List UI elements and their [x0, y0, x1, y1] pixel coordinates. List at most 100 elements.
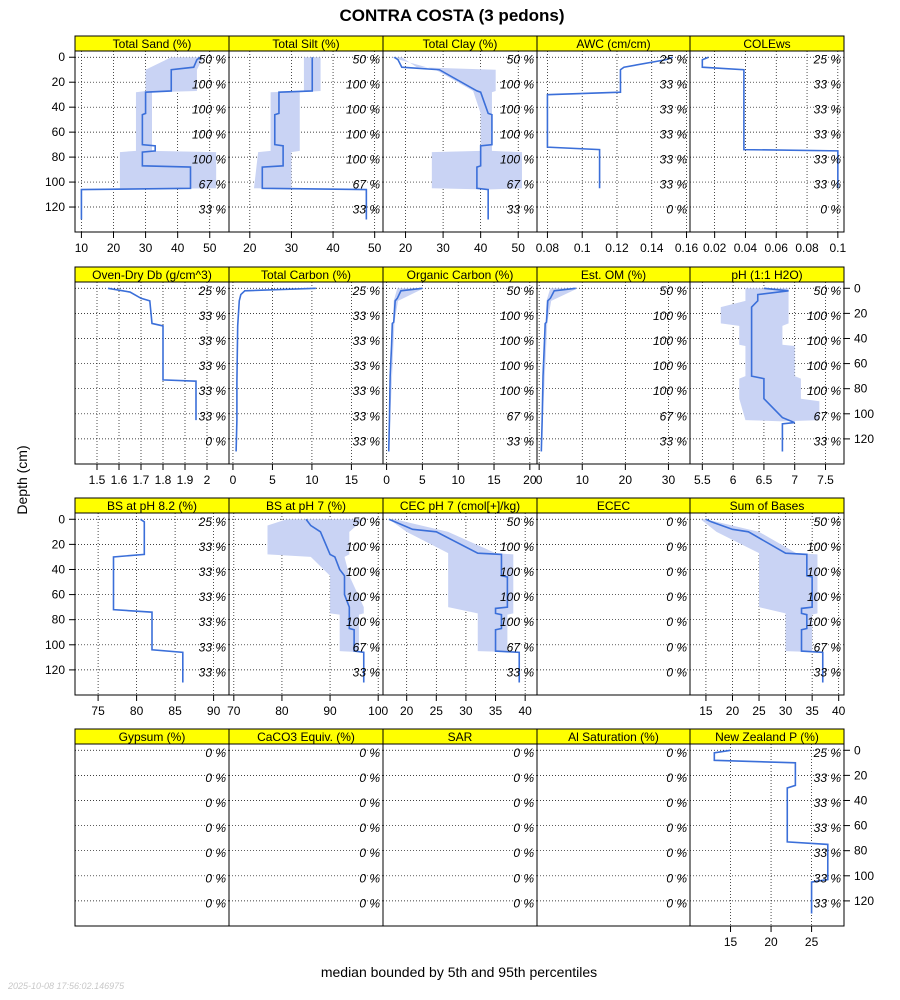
pct-label: 100 % — [500, 103, 534, 117]
x-tick-label: 10 — [452, 473, 466, 487]
panel-0: Total Sand (%) 50 % 100 % 100 % 100 % 100 % 67… — [74, 35, 230, 255]
x-tick-label: 20 — [399, 241, 413, 255]
y-tick-label: 120 — [854, 894, 874, 908]
timestamp: 2025-10-08 17:56:02.146975 — [7, 981, 125, 991]
y-tick-label: 80 — [52, 150, 66, 164]
pct-label: 67 % — [814, 640, 842, 654]
x-tick-label: 0.16 — [675, 241, 699, 255]
median-line — [713, 749, 829, 914]
x-tick-label: 25 — [805, 935, 819, 949]
panel-strip-label: pH (1:1 H2O) — [731, 268, 802, 282]
pct-label: 33 % — [353, 384, 381, 398]
pct-label: 0 % — [359, 871, 380, 885]
pct-label: 50 % — [507, 515, 535, 529]
pct-label: 33 % — [814, 103, 842, 117]
median-line — [701, 56, 839, 189]
panel-grid-lines — [690, 51, 844, 232]
panel-18: Al Saturation (%) 0 % 0 % 0 % 0 % 0 % 0 % 0 % — [536, 728, 691, 927]
x-tick-label: 0.1 — [574, 241, 591, 255]
pct-label: 67 % — [507, 409, 535, 423]
x-tick-label: 80 — [275, 704, 289, 718]
x-tick-label: 20 — [523, 473, 537, 487]
pct-label: 100 % — [192, 103, 226, 117]
pct-label: 0 % — [666, 615, 687, 629]
pct-label: 50 % — [814, 284, 842, 298]
pct-label: 100 % — [807, 615, 841, 629]
x-tick-label: 0 — [230, 473, 237, 487]
panel-grid-lines — [537, 282, 690, 464]
y-tick-label: 80 — [854, 382, 868, 396]
panel-strip-label: Total Clay (%) — [423, 37, 498, 51]
x-tick-label: 1.7 — [133, 473, 150, 487]
pct-label: 100 % — [346, 565, 380, 579]
pct-label: 100 % — [192, 78, 226, 92]
pct-label: 0 % — [205, 434, 226, 448]
x-tick-label: 15 — [345, 473, 359, 487]
pct-label: 0 % — [666, 540, 687, 554]
x-tick-label: 75 — [91, 704, 105, 718]
pct-label: 50 % — [199, 53, 227, 67]
pct-label: 33 % — [353, 409, 381, 423]
x-tick-label: 90 — [323, 704, 337, 718]
pct-label: 25 % — [813, 746, 842, 760]
panel-strip-label: Oven-Dry Db (g/cm^3) — [92, 268, 212, 282]
pct-label: 100 % — [500, 153, 534, 167]
pct-label: 50 % — [507, 53, 535, 67]
pct-label: 33 % — [353, 334, 381, 348]
panel-11: BS at pH 7 (%) 50 % 100 % 100 % 100 % 100 % 67… — [227, 497, 389, 718]
panel-9: pH (1:1 H2O) 50 % 100 % 100 % 100 % 100 % 67 %… — [689, 266, 845, 487]
x-tick-label: 7 — [791, 473, 798, 487]
panel-13: ECEC 0 % 0 % 0 % 0 % 0 % 0 % 0 % — [536, 497, 691, 696]
panel-grid-lines — [229, 282, 383, 464]
pct-label: 67 % — [353, 178, 381, 192]
pct-label: 100 % — [192, 153, 226, 167]
panel-strip-label: BS at pH 8.2 (%) — [107, 499, 197, 513]
panel-strip-label: Sum of Bases — [730, 499, 805, 513]
pct-label: 33 % — [199, 565, 227, 579]
x-tick-label: 20 — [726, 704, 740, 718]
pct-label: 0 % — [359, 796, 380, 810]
x-axis-label: median bounded by 5th and 95th percentil… — [321, 964, 597, 980]
panel-5: Oven-Dry Db (g/cm^3) 25 % 33 % 33 % 33 % 33 %… — [74, 266, 230, 487]
x-tick-label: 25 — [430, 704, 444, 718]
y-tick-label: 40 — [52, 100, 66, 114]
pct-label: 0 % — [666, 846, 687, 860]
pct-label: 100 % — [807, 309, 841, 323]
y-tick-label: 0 — [58, 512, 65, 526]
panel-grid: Total Sand (%)50 %100 %100 %100 %100 %67… — [45, 35, 874, 949]
y-tick-label: 40 — [854, 793, 868, 807]
pct-label: 33 % — [814, 871, 842, 885]
panel-strip-label: Est. OM (%) — [581, 268, 646, 282]
panel-frame — [689, 281, 845, 465]
pct-label: 33 % — [199, 640, 227, 654]
panel-strip-label: CEC pH 7 (cmol[+]/kg) — [400, 499, 520, 513]
pct-label: 100 % — [807, 359, 841, 373]
pct-label: 50 % — [814, 515, 842, 529]
pct-label: 0 % — [666, 565, 687, 579]
panel-strip-label: ECEC — [597, 499, 631, 513]
pct-label: 0 % — [820, 203, 841, 217]
pct-label: 25 % — [198, 284, 227, 298]
chart-title: CONTRA COSTA (3 pedons) — [339, 6, 564, 25]
pct-label: 100 % — [346, 615, 380, 629]
panel-frame — [689, 743, 845, 927]
y-tick-label: 60 — [52, 125, 66, 139]
pct-label: 33 % — [814, 128, 842, 142]
pct-label: 100 % — [500, 128, 534, 142]
x-tick-label: 15 — [724, 935, 738, 949]
y-tick-label: 0 — [854, 281, 861, 295]
panel-8: Est. OM (%) 50 % 100 % 100 % 100 % 100 % 67 % 3… — [536, 266, 691, 487]
percentile-band — [700, 519, 823, 683]
x-tick-label: 0.1 — [829, 241, 846, 255]
x-tick-label: 10 — [576, 473, 590, 487]
x-tick-label: 6 — [730, 473, 737, 487]
pct-label: 100 % — [500, 359, 534, 373]
pct-label: 0 % — [666, 640, 687, 654]
x-tick-label: 20 — [400, 704, 414, 718]
pct-label: 33 % — [814, 846, 842, 860]
panel-14: Sum of Bases 50 % 100 % 100 % 100 % 100 % 67 %… — [689, 497, 846, 718]
pct-label: 0 % — [666, 665, 687, 679]
pct-label: 67 % — [660, 409, 688, 423]
percentile-band — [81, 57, 217, 220]
